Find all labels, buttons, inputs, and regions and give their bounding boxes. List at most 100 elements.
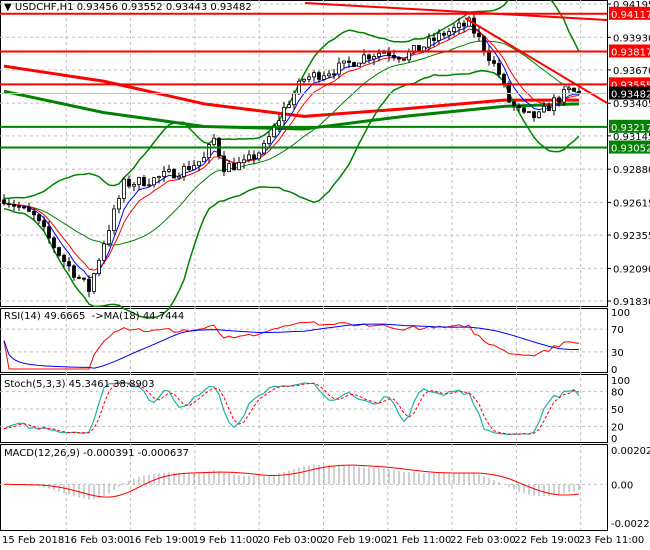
candle-body [62,254,66,263]
candle-body [42,220,46,228]
level-price-tag-bg [609,140,650,154]
rsi-line [3,321,580,370]
macd-axis-label: 0.00 [611,480,633,491]
time-axis-label: 22 Feb 19:00 [514,535,580,546]
candle-body [212,137,216,145]
candle-body [202,157,206,163]
macd-signal-line [3,464,580,498]
candle-body [302,78,306,82]
stoch-axis-label: 0 [611,434,617,445]
candle-body [187,166,191,170]
symbol-label: USDCHF,H1 [14,2,74,13]
candle-body [337,62,341,75]
level-price-tag: 0.93817 [611,47,650,58]
candle-body [17,205,21,208]
candle-body [392,54,396,58]
candle-body [27,206,31,212]
current-price-tag: 0.93482 [611,90,650,101]
current-price-tag-bg [609,86,650,100]
candle-body [142,177,146,187]
candle-body [297,80,301,95]
candle-body [402,58,406,61]
candle-body [152,177,156,186]
candle-body [377,52,381,57]
rsi-axis-label: 70 [611,325,624,336]
candle-body [67,261,71,267]
candle-body [252,154,256,160]
rsi-axis-label: 30 [611,348,624,359]
candle-body [272,125,276,138]
level-price-tag-bg [609,6,650,20]
level-price-tag: 0.94117 [611,10,650,21]
candle-body [502,73,506,84]
high-value: 0.93552 [121,2,163,13]
candle-body [7,203,11,206]
price-axis-label: 0.94195 [613,0,650,11]
time-axis-label: 20 Feb 19:00 [322,535,388,546]
candle-body [432,37,436,41]
candle-body [362,54,366,64]
panel-frame-3 [0,444,608,531]
candle-body [277,120,281,127]
candle-body [557,97,561,103]
candle-body [367,54,371,60]
candle-body [567,87,571,90]
dropdown-triangle-icon[interactable]: ▼ [4,2,15,13]
candle-body [397,57,401,60]
candle-body [182,166,186,177]
chart-header: ▼ USDCHF,H1 0.93456 0.93552 0.93443 0.93… [4,2,252,13]
candle-body [307,76,311,80]
candle-body [352,62,356,67]
candle-body [552,97,556,112]
candle-body [257,152,261,160]
candle-body [222,155,226,173]
candle-body [12,204,16,207]
candle-body [332,73,336,76]
candle-body [492,60,496,64]
candle-body [227,163,231,173]
candle-body [572,87,576,92]
candle-body [292,93,296,106]
ma-fast-red [3,28,580,271]
candle-body [527,111,531,114]
candle-body [442,32,446,36]
candle-body [457,22,461,29]
candle-body [537,111,541,118]
low-value: 0.93443 [165,2,208,13]
candle-body [452,27,456,32]
stoch-signal-line [3,382,580,435]
time-axis-label: 22 Feb 03:00 [450,535,516,546]
trendline-down [464,17,608,104]
candle-body [52,237,56,249]
candle-body [562,89,566,103]
candle-body [322,75,326,80]
candle-body [97,259,101,275]
candle-body [407,51,411,61]
price-axis-label: 0.93405 [613,99,650,110]
candle-body [417,45,421,52]
candle-body [167,169,171,172]
stoch-axis-label: 50 [611,405,624,416]
candle-body [482,36,486,52]
candle-body [427,37,431,48]
candle-body [162,171,166,177]
rsi-label: RSI(14) 49.6665 ->MA(18) 44.7444 [4,311,185,322]
candle-body [342,60,346,64]
level-price-tag: 0.93052 [611,144,650,155]
candle-body [157,176,161,179]
candle-body [72,265,76,278]
candle-body [267,136,271,144]
candle-body [542,105,546,113]
candle-body [127,178,131,187]
level-price-tag: 0.93217 [611,123,650,134]
candle-body [137,177,141,185]
bollinger-upper [3,0,580,200]
candle-body [197,161,201,166]
open-value: 0.93456 [76,2,119,13]
panel-frame-1 [0,308,608,373]
